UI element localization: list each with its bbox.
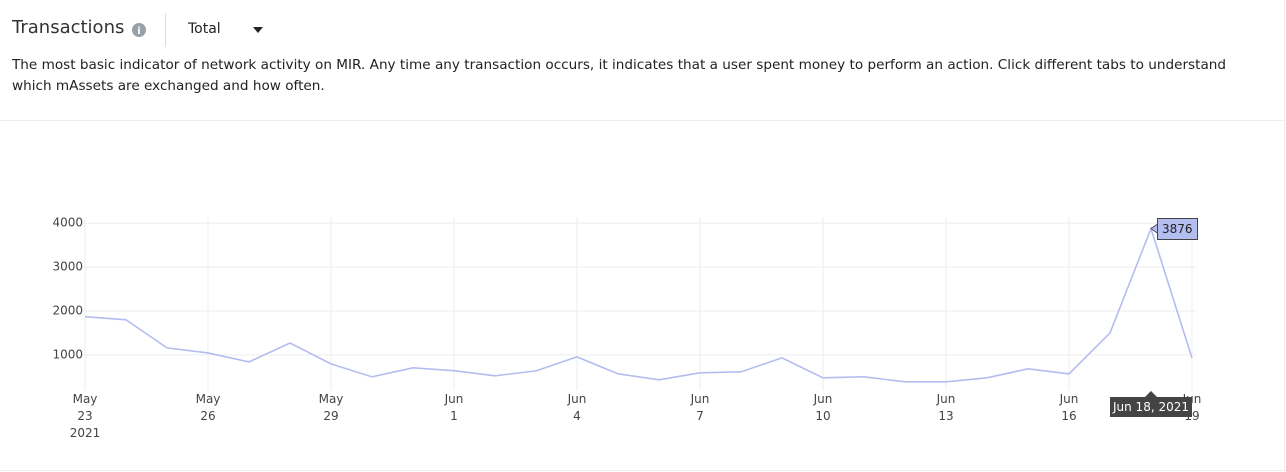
x-tick-label: Jun 16 xyxy=(1059,392,1079,423)
hover-x-arrow xyxy=(1145,391,1157,397)
hover-value: 3876 xyxy=(1157,217,1198,240)
description: The most basic indicator of network acti… xyxy=(12,57,1227,94)
dropdown-caret[interactable] xyxy=(253,27,263,33)
y-tick-label: 3000 xyxy=(52,260,83,274)
x-tick-label: Jun 1 xyxy=(444,392,464,423)
x-tick-label: Jun 4 xyxy=(567,392,587,423)
x-tick-label: May 26 xyxy=(195,392,221,423)
x-tick-label: Jun 10 xyxy=(813,392,833,423)
line-series xyxy=(84,226,1193,383)
panel-title: Transactions xyxy=(12,17,125,38)
info-glyph: i xyxy=(137,26,140,37)
x-tick-label: May 23 2021 xyxy=(69,392,101,440)
x-tick-label: May 29 xyxy=(318,392,344,423)
hover-x-label: Jun 18, 2021 xyxy=(1109,397,1193,417)
dropdown[interactable]: Total xyxy=(188,21,221,37)
y-tick-label: 2000 xyxy=(52,303,83,317)
x-tick-label: Jun 7 xyxy=(690,392,710,423)
y-tick-label: 4000 xyxy=(52,216,83,230)
x-tick-label: Jun 13 xyxy=(936,392,956,423)
y-tick-label: 1000 xyxy=(52,347,83,361)
info-icon[interactable] xyxy=(132,23,146,37)
